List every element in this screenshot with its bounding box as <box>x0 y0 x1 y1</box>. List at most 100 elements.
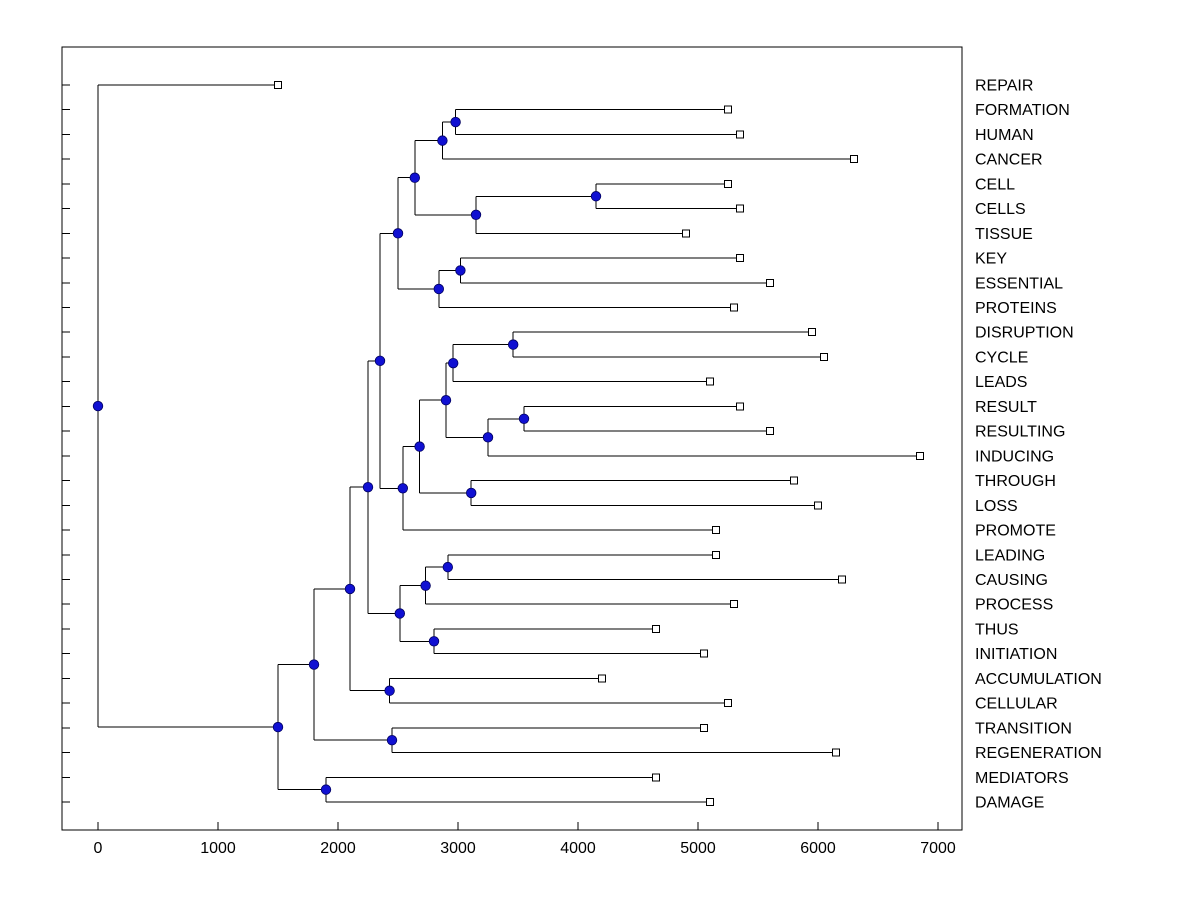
leaf-label: THROUGH <box>975 473 1056 490</box>
branch-node-marker[interactable] <box>414 441 425 452</box>
leaf-label: INITIATION <box>975 646 1057 663</box>
x-axis-tick-label: 7000 <box>920 840 956 857</box>
branch-node-marker[interactable] <box>455 265 466 276</box>
branch-node-marker[interactable] <box>466 487 477 499</box>
x-axis-tick-label: 2000 <box>320 840 356 857</box>
branch-node-marker[interactable] <box>450 116 461 128</box>
leaf-node-marker[interactable] <box>736 204 744 213</box>
leaf-label: TISSUE <box>975 226 1033 243</box>
branch-node-marker[interactable] <box>272 721 284 733</box>
branch-node-marker[interactable] <box>433 283 445 295</box>
leaf-label: CELLS <box>975 201 1026 218</box>
leaf-label: RESULTING <box>975 424 1065 441</box>
leaf-label: PROTEINS <box>975 300 1057 317</box>
leaf-label: TRANSITION <box>975 720 1072 737</box>
branch-node-marker[interactable] <box>440 395 452 406</box>
leaf-label: PROMOTE <box>975 523 1056 540</box>
leaf-label: CELL <box>975 176 1015 193</box>
leaf-node-marker[interactable] <box>682 229 690 238</box>
leaf-label: DISRUPTION <box>975 325 1074 342</box>
leaf-label: CYCLE <box>975 349 1028 366</box>
x-axis-tick-label: 1000 <box>200 840 236 857</box>
branch-node-marker[interactable] <box>92 400 104 412</box>
branch-node-marker[interactable] <box>448 357 459 369</box>
leaf-label: HUMAN <box>975 127 1034 144</box>
leaf-node-marker[interactable] <box>814 501 822 510</box>
leaf-node-marker[interactable] <box>700 649 708 658</box>
leaf-label: THUS <box>975 621 1019 638</box>
leaf-label: LEADS <box>975 374 1027 391</box>
leaf-label: FORMATION <box>975 102 1070 119</box>
leaf-node-marker[interactable] <box>736 130 744 139</box>
leaf-label: MEDIATORS <box>975 770 1069 787</box>
x-axis-tick-label: 0 <box>94 840 103 857</box>
branch-node-marker[interactable] <box>362 481 374 493</box>
leaf-label: INDUCING <box>975 448 1054 465</box>
leaf-node-marker[interactable] <box>712 526 720 535</box>
leaf-label: ESSENTIAL <box>975 275 1063 292</box>
branch-node-marker[interactable] <box>394 608 406 619</box>
leaf-node-marker[interactable] <box>766 278 774 287</box>
leaf-node-marker[interactable] <box>274 81 282 89</box>
branch-node-marker[interactable] <box>508 339 519 350</box>
branch-node-marker[interactable] <box>518 413 530 424</box>
leaf-node-marker[interactable] <box>790 476 798 485</box>
leaf-node-marker[interactable] <box>724 699 732 708</box>
branch-node-marker[interactable] <box>437 135 448 146</box>
leaf-node-marker[interactable] <box>730 303 738 312</box>
leaf-node-marker[interactable] <box>724 179 732 188</box>
leaf-label: LOSS <box>975 498 1018 515</box>
leaf-node-marker[interactable] <box>724 105 732 114</box>
branch-node-marker[interactable] <box>397 483 409 494</box>
leaf-node-marker[interactable] <box>730 600 738 609</box>
leaf-label: CANCER <box>975 152 1043 169</box>
x-axis-tick-label: 3000 <box>440 840 476 857</box>
leaf-label: RESULT <box>975 399 1037 416</box>
leaf-node-marker[interactable] <box>706 797 714 806</box>
leaf-node-marker[interactable] <box>838 575 846 584</box>
leaf-node-marker[interactable] <box>706 377 714 386</box>
branch-node-marker[interactable] <box>409 172 421 183</box>
leaf-node-marker[interactable] <box>652 624 660 633</box>
leaf-node-marker[interactable] <box>652 773 660 782</box>
leaf-node-marker[interactable] <box>598 674 606 683</box>
branch-node-marker[interactable] <box>482 432 494 443</box>
x-axis-tick-label: 5000 <box>680 840 716 857</box>
axes-box <box>61 46 963 831</box>
leaf-label: LEADING <box>975 547 1045 564</box>
leaf-label: CAUSING <box>975 572 1048 589</box>
leaf-node-marker[interactable] <box>820 352 828 361</box>
branch-node-marker[interactable] <box>420 580 431 591</box>
x-axis-tick-label: 4000 <box>560 840 596 857</box>
branch-node-marker[interactable] <box>470 209 482 221</box>
branch-node-marker[interactable] <box>374 355 386 367</box>
leaf-label: ACCUMULATION <box>975 671 1102 688</box>
leaf-label: REGENERATION <box>975 745 1102 762</box>
leaf-node-marker[interactable] <box>832 748 840 757</box>
branch-node-marker[interactable] <box>392 228 404 239</box>
leaf-node-marker[interactable] <box>712 550 720 559</box>
x-axis-tick-label: 6000 <box>800 840 836 857</box>
leaf-label: REPAIR <box>975 78 1033 95</box>
leaf-node-marker[interactable] <box>808 328 816 337</box>
leaf-label: DAMAGE <box>975 794 1044 811</box>
leaf-node-marker[interactable] <box>766 427 774 436</box>
branch-node-marker[interactable] <box>442 561 454 573</box>
leaf-label: CELLULAR <box>975 696 1058 713</box>
leaf-node-marker[interactable] <box>736 402 744 411</box>
leaf-label: PROCESS <box>975 597 1053 614</box>
branch-node-marker[interactable] <box>320 784 332 795</box>
branch-node-marker[interactable] <box>308 659 320 670</box>
leaf-node-marker[interactable] <box>736 254 744 263</box>
branch-node-marker[interactable] <box>428 636 440 647</box>
branch-node-marker[interactable] <box>590 191 602 202</box>
leaf-node-marker[interactable] <box>700 723 708 732</box>
leaf-node-marker[interactable] <box>916 451 924 460</box>
branch-node-marker[interactable] <box>386 734 398 746</box>
branch-node-marker[interactable] <box>384 685 395 696</box>
leaf-node-marker[interactable] <box>850 155 858 164</box>
branch-node-marker[interactable] <box>344 583 356 595</box>
leaf-label: KEY <box>975 251 1007 268</box>
